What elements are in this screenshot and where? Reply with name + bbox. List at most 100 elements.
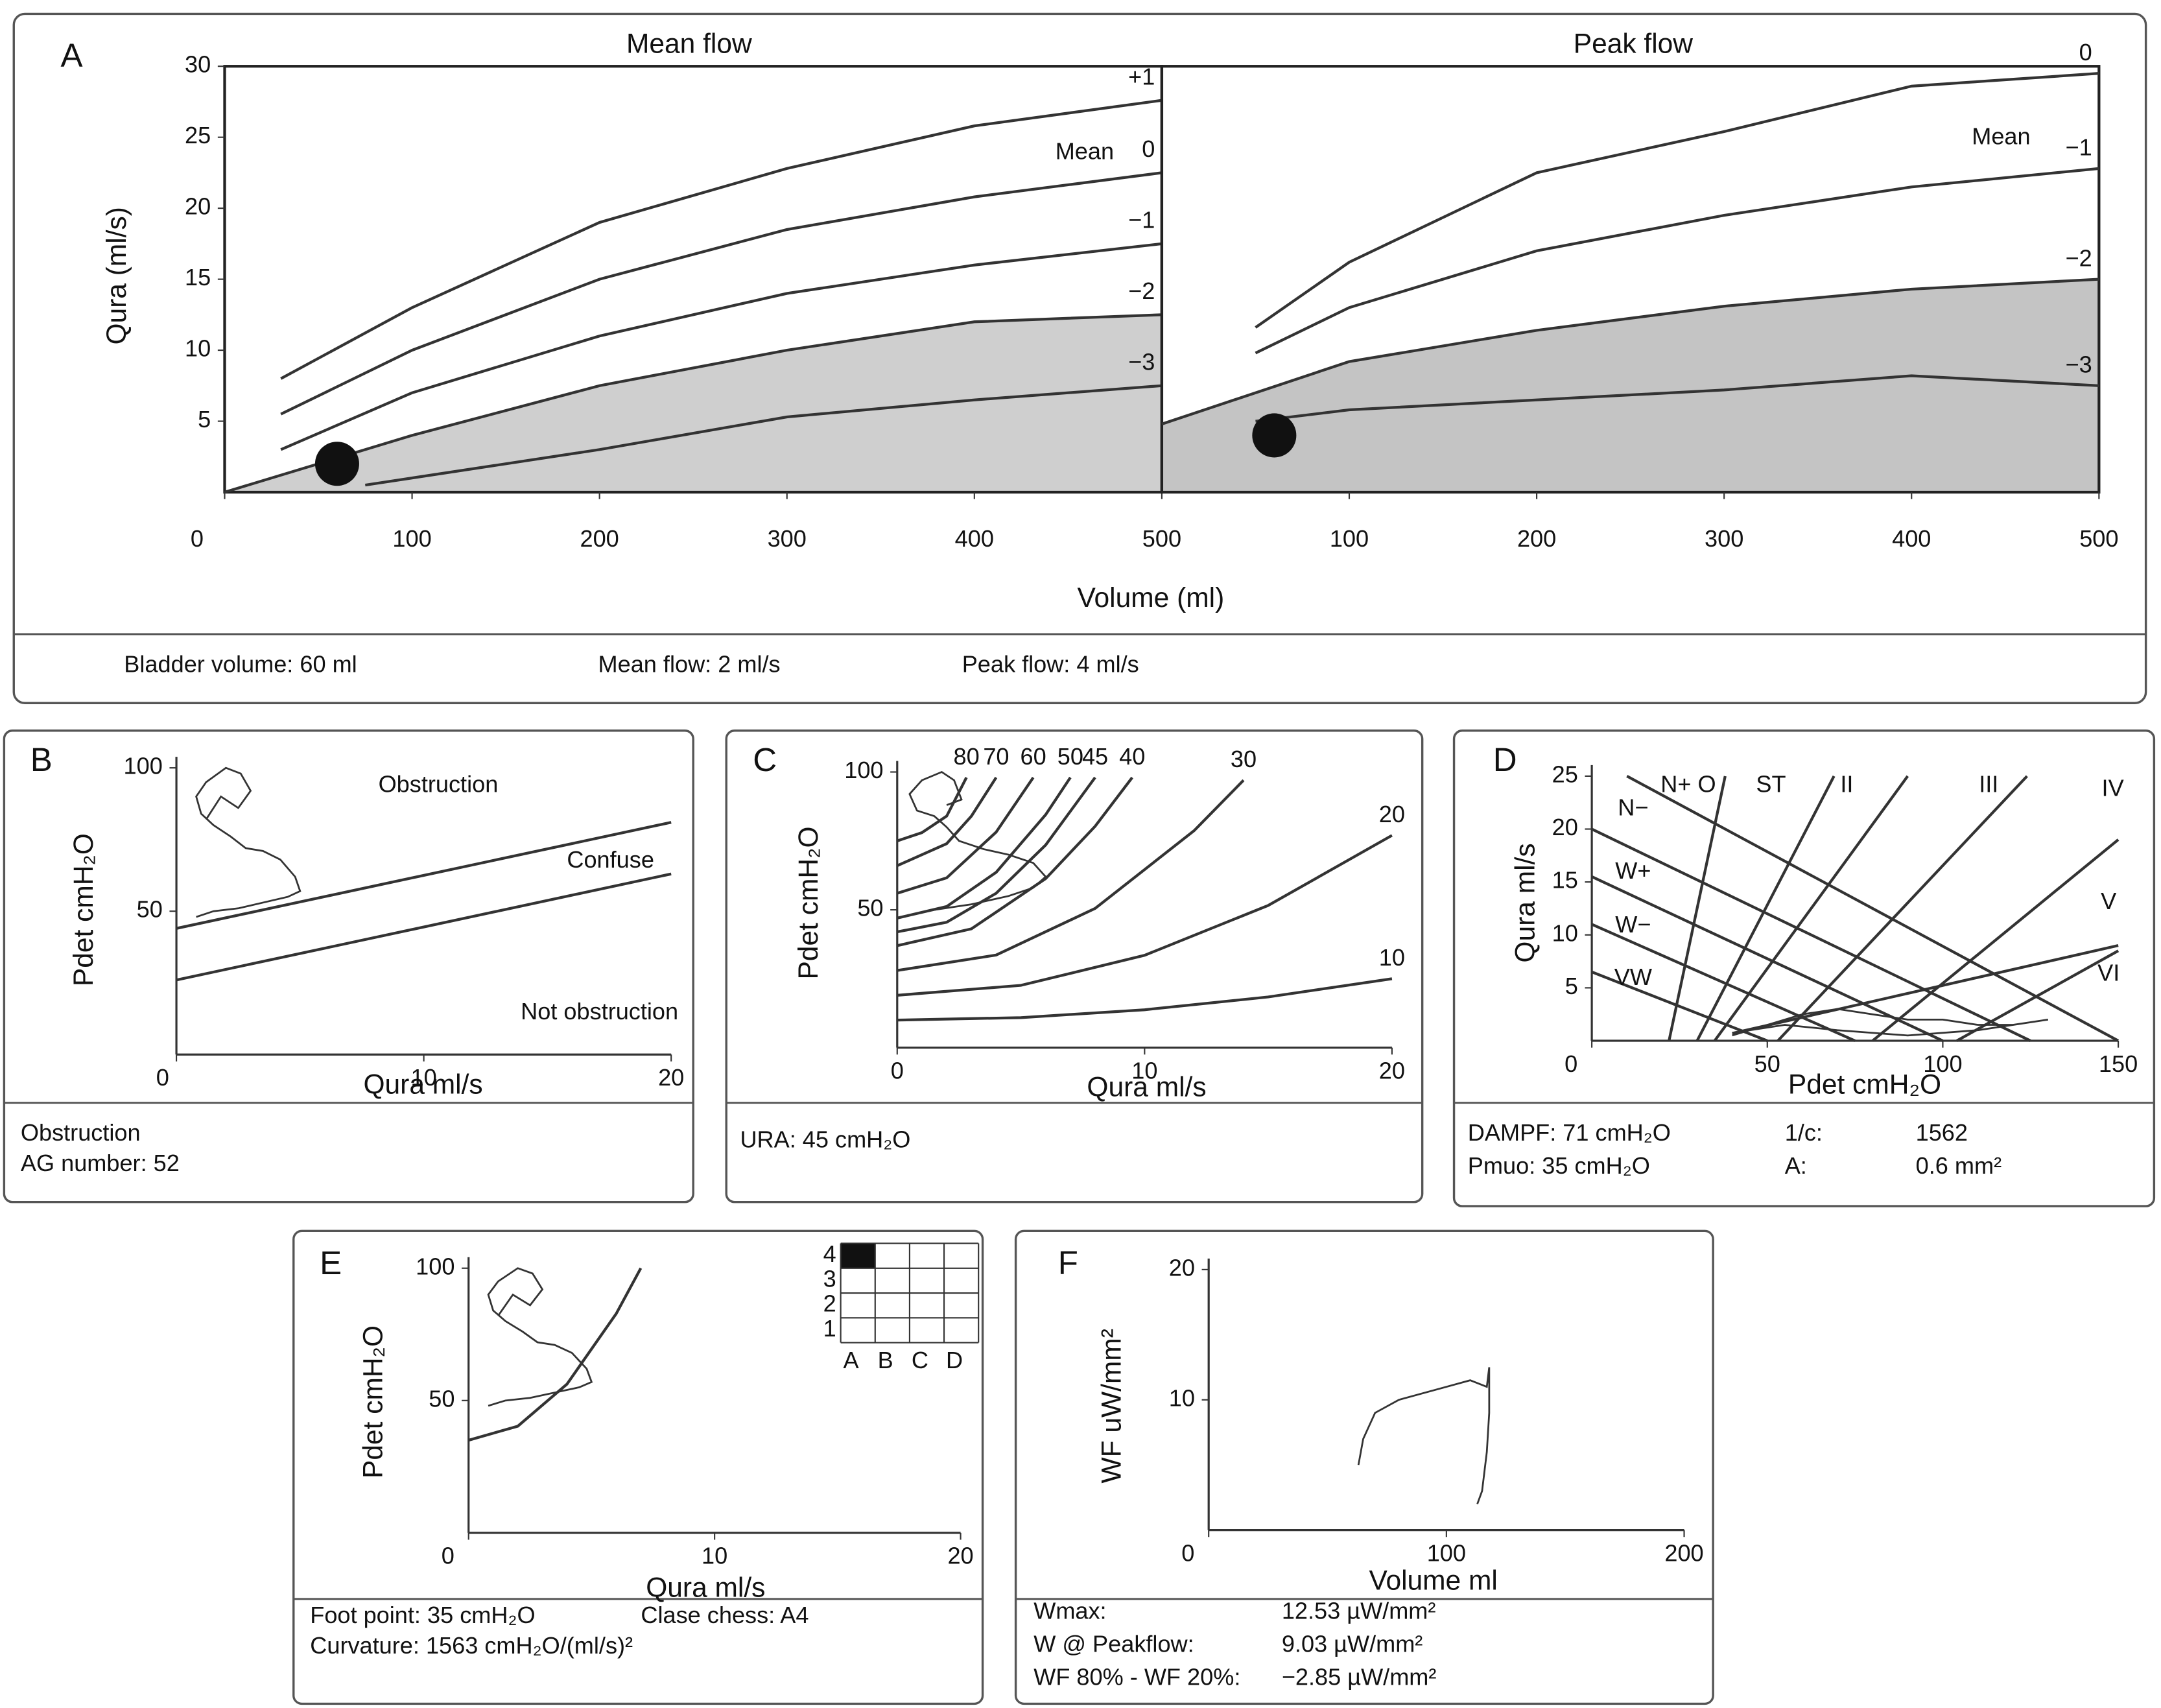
curve [1626,775,2120,1042]
curve-label: −1 [1128,206,1155,233]
y-tick-label: 20 [185,193,211,220]
curve [280,171,1163,416]
curve-label: +1 [1128,63,1155,89]
annotation: W− [1615,911,1651,938]
x-tick-label: 200 [1517,525,1556,552]
panel-letter: F [1058,1244,1078,1281]
curve [897,777,968,842]
curve-label: 0 [1142,136,1155,162]
y-tick-label: 50 [857,895,883,921]
curve [1695,775,1836,1042]
info-text: 12.53 µW/mm² [1282,1598,1436,1624]
curve [1591,827,2031,1042]
y-tick-label: 10 [185,335,211,362]
x-axis-label: Qura ml/s [1087,1073,1206,1103]
curve [364,384,1163,487]
pressure-flow-trace [1732,1008,2049,1037]
info-text: Curvature: 1563 cmH₂O/(ml/s)² [310,1632,633,1659]
curve-label: −3 [2066,351,2092,378]
annotation: ST [1756,770,1786,797]
annotation: VW [1614,964,1652,990]
curve [280,242,1163,451]
y-tick-label: 100 [844,757,883,783]
info-text: 0.6 mm² [1916,1152,2002,1179]
y-axis-label: Qura (ml/s) [102,207,132,345]
x-axis-label: Volume ml [1369,1566,1497,1596]
shaded-area [1161,279,2099,493]
info-text: Foot point: 35 cmH₂O [310,1602,535,1628]
y-tick-label: 30 [185,51,211,78]
annotation: VI [2097,960,2120,986]
curve [1591,970,1768,1043]
x-tick-label: 0 [1565,1050,1577,1077]
panel-box [725,729,1424,1204]
annotation: Mean [1972,123,2030,149]
info-text: −2.85 µW/mm² [1282,1664,1437,1690]
curve [176,872,672,982]
panel-box [3,729,694,1204]
x-axis-label: Qura ml/s [363,1069,482,1100]
x-tick-label: 20 [1379,1057,1405,1084]
curve-label: 30 [1231,746,1257,772]
panel-letter: D [1493,741,1517,778]
curve [280,99,1163,380]
curve-label: 80 [954,743,980,770]
curve-label: −1 [2066,134,2092,161]
y-tick-label: 25 [185,122,211,148]
info-text: Pmuo: 35 cmH₂O [1468,1152,1650,1179]
curve [897,776,1035,895]
x-axis-label: Pdet cmH₂O [1788,1069,1941,1100]
y-tick-label: 20 [1552,814,1578,840]
x-tick-label: 0 [156,1064,169,1091]
curve [1255,167,2099,355]
curve [897,977,1393,1022]
y-axis-label: Pdet cmH₂O [794,826,824,979]
panel-box [1452,729,2156,1207]
y-tick-label: 15 [185,264,211,291]
chess-row-label: 2 [823,1290,836,1317]
info-text: Mean flow: 2 ml/s [598,650,781,677]
x-tick-label: 50 [1754,1050,1780,1077]
curve [176,821,672,930]
pressure-flow-trace [195,766,301,918]
info-text: 9.03 µW/mm² [1282,1631,1423,1657]
annotation: V [2101,888,2116,914]
chess-col-label: D [946,1347,963,1373]
panel-box [292,1229,984,1705]
y-axis-label: WF uW/mm² [1097,1329,1128,1483]
chess-col-label: B [878,1347,893,1373]
x-tick-label: 100 [392,525,431,552]
x-tick-label: 500 [1142,525,1181,552]
pressure-flow-trace [487,1267,593,1407]
info-text: 1/c: [1785,1119,1823,1146]
x-tick-label: 400 [1892,525,1931,552]
curve-label: 10 [1379,944,1405,971]
x-tick-label: 200 [1664,1539,1703,1566]
info-text: Peak flow: 4 ml/s [962,650,1139,677]
curve-label: 50 [1057,743,1083,770]
chess-row-label: 3 [823,1265,836,1292]
curve-label: −2 [2066,244,2092,271]
annotation: III [1979,770,1998,797]
curve [896,776,998,868]
curve [897,776,1133,947]
info-text: W @ Peakflow: [1033,1631,1194,1657]
x-tick-label: 100 [1427,1539,1466,1566]
panel-letter: B [30,741,53,778]
x-tick-label: 0 [891,1057,904,1084]
curve [897,776,1096,934]
chess-row-label: 1 [823,1315,836,1342]
annotation: IV [2102,775,2124,801]
curve-label: −2 [1128,278,1155,304]
curve [1255,374,2099,423]
curve-label: 70 [983,743,1009,770]
curve [224,313,1162,494]
x-tick-label: 200 [580,525,619,552]
x-tick-label: 10 [411,1064,437,1091]
y-tick-label: 5 [198,406,211,433]
x-axis-label: Qura ml/s [646,1572,765,1603]
curve [1591,875,1944,1042]
curve [897,834,1393,997]
chess-cell-filled [840,1243,875,1268]
